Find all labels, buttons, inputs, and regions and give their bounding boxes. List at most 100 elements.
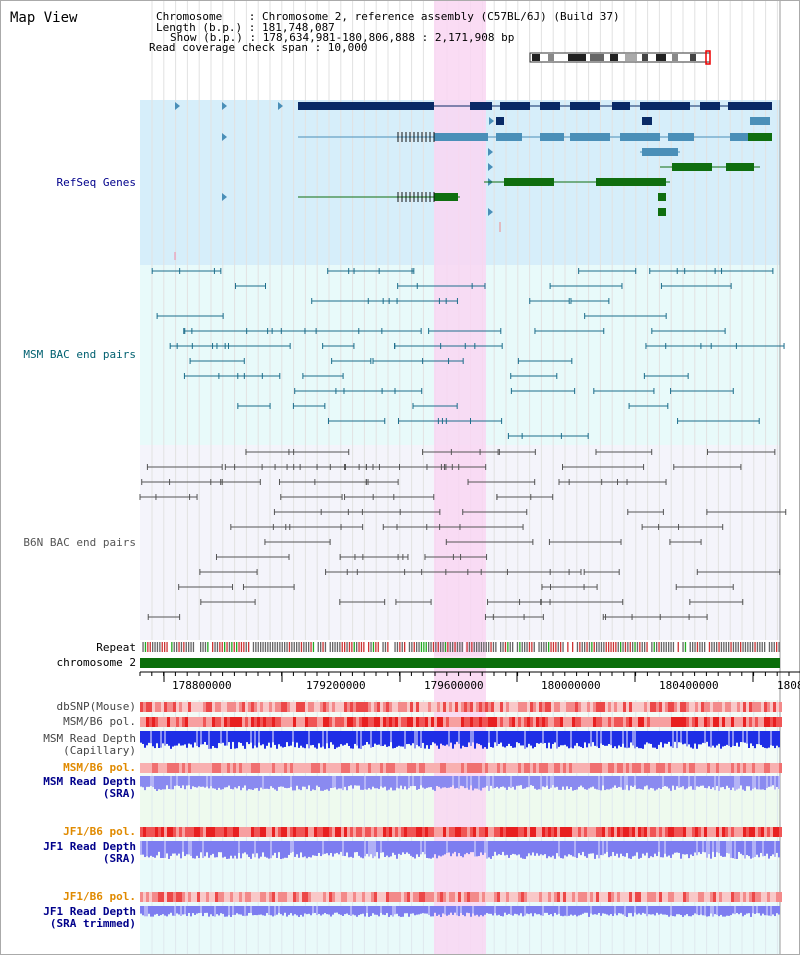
track-label-jf1-b6-pol[interactable]: JF1/B6 pol. [63, 825, 136, 838]
depth-bar [198, 841, 200, 859]
depth-bar [284, 841, 286, 858]
track-label-dbsnp[interactable]: dbSNP(Mouse) [56, 700, 136, 713]
axis-tick-label: 1808 [777, 679, 800, 692]
depth-bar [550, 906, 552, 915]
depth-bar [512, 731, 514, 748]
depth-bar [634, 731, 636, 749]
depth-bar [558, 776, 560, 790]
heat-cell [776, 827, 779, 837]
heat-cell [305, 717, 308, 727]
depth-bar [264, 731, 266, 749]
depth-bar [470, 841, 472, 853]
depth-bar [168, 776, 170, 789]
depth-bar [196, 841, 198, 856]
depth-bar [592, 776, 594, 787]
track-label-jf1-b6-pol-trim[interactable]: JF1/B6 pol. [63, 890, 136, 903]
heat-cell [713, 892, 716, 902]
track-label-msm-b6-pol[interactable]: MSM/B6 pol. [63, 715, 136, 728]
heat-cell [377, 717, 380, 727]
heat-cell [566, 763, 569, 773]
track-label-jf1-depth-trim[interactable]: JF1 Read Depth [43, 905, 136, 918]
repeat-mark [531, 642, 533, 652]
repeat-mark [221, 642, 223, 652]
depth-bar [356, 776, 358, 786]
track-label-msm-depth-cap[interactable]: MSM Read Depth [43, 732, 136, 745]
track-label-b6n-bac[interactable]: B6N BAC end pairs [23, 536, 136, 549]
depth-bar [528, 906, 530, 915]
track-label-msm-bac[interactable]: MSM BAC end pairs [23, 348, 136, 361]
heat-cell [479, 827, 482, 837]
depth-bar [624, 841, 626, 857]
gene-exon [540, 133, 564, 141]
depth-bar [446, 731, 448, 745]
repeat-mark [771, 642, 773, 652]
track-label-msm-b6-pol-sra[interactable]: MSM/B6 pol. [63, 761, 136, 774]
heat-cell [269, 763, 272, 773]
depth-bar [346, 906, 348, 914]
depth-bar [622, 906, 624, 915]
heat-cell [761, 763, 764, 773]
heat-cell [413, 892, 416, 902]
heat-cell [317, 702, 320, 712]
depth-bar [170, 841, 172, 856]
depth-bar [224, 776, 226, 788]
depth-bar [740, 776, 742, 786]
heat-cell [185, 827, 188, 837]
depth-bar [310, 906, 312, 916]
depth-bar [636, 731, 638, 747]
depth-bar [172, 731, 174, 747]
depth-bar [152, 731, 154, 747]
heat-cell [257, 702, 260, 712]
depth-bar [244, 776, 246, 786]
gene-exon [612, 102, 630, 110]
track-label-jf1-depth-sra[interactable]: JF1 Read Depth [43, 840, 136, 853]
depth-bar [656, 731, 658, 749]
repeat-mark [526, 642, 528, 652]
heat-cell [512, 702, 515, 712]
depth-bar [484, 841, 486, 853]
repeat-mark [447, 642, 449, 652]
heat-cell [392, 827, 395, 837]
heat-cell [443, 717, 446, 727]
heat-cell [161, 763, 164, 773]
depth-bar [742, 841, 744, 856]
track-label-refseq[interactable]: RefSeq Genes [56, 176, 136, 189]
depth-bar [162, 776, 164, 790]
heat-cell [440, 827, 443, 837]
depth-bar [410, 776, 412, 787]
heat-cell [746, 717, 749, 727]
depth-bar [778, 776, 780, 790]
depth-bar [492, 731, 494, 748]
gene-exon [642, 117, 652, 125]
depth-bar [522, 731, 524, 746]
heat-cell [593, 717, 596, 727]
depth-bar [652, 906, 654, 915]
heat-cell [266, 763, 269, 773]
depth-bar [162, 906, 164, 915]
depth-bar [186, 776, 188, 786]
depth-bar [302, 841, 304, 858]
heat-cell [617, 717, 620, 727]
depth-bar [454, 731, 456, 745]
heat-cell [779, 763, 782, 773]
depth-bar [158, 841, 160, 852]
depth-bar [548, 906, 550, 915]
depth-bar [536, 906, 538, 915]
depth-bar [396, 906, 398, 914]
depth-bar [214, 906, 216, 917]
repeat-mark [219, 642, 221, 652]
depth-bar [232, 906, 234, 915]
depth-bar [204, 906, 206, 913]
heat-cell [533, 717, 536, 727]
track-label-msm-depth-sra[interactable]: MSM Read Depth [43, 775, 136, 788]
depth-bar [308, 841, 310, 857]
heat-cell [323, 892, 326, 902]
heat-cell [293, 702, 296, 712]
heat-cell [248, 717, 251, 727]
heat-cell [197, 892, 200, 902]
heat-cell [155, 827, 158, 837]
heat-cell [662, 717, 665, 727]
track-label-repeat[interactable]: Repeat [96, 641, 136, 654]
heat-cell [521, 763, 524, 773]
